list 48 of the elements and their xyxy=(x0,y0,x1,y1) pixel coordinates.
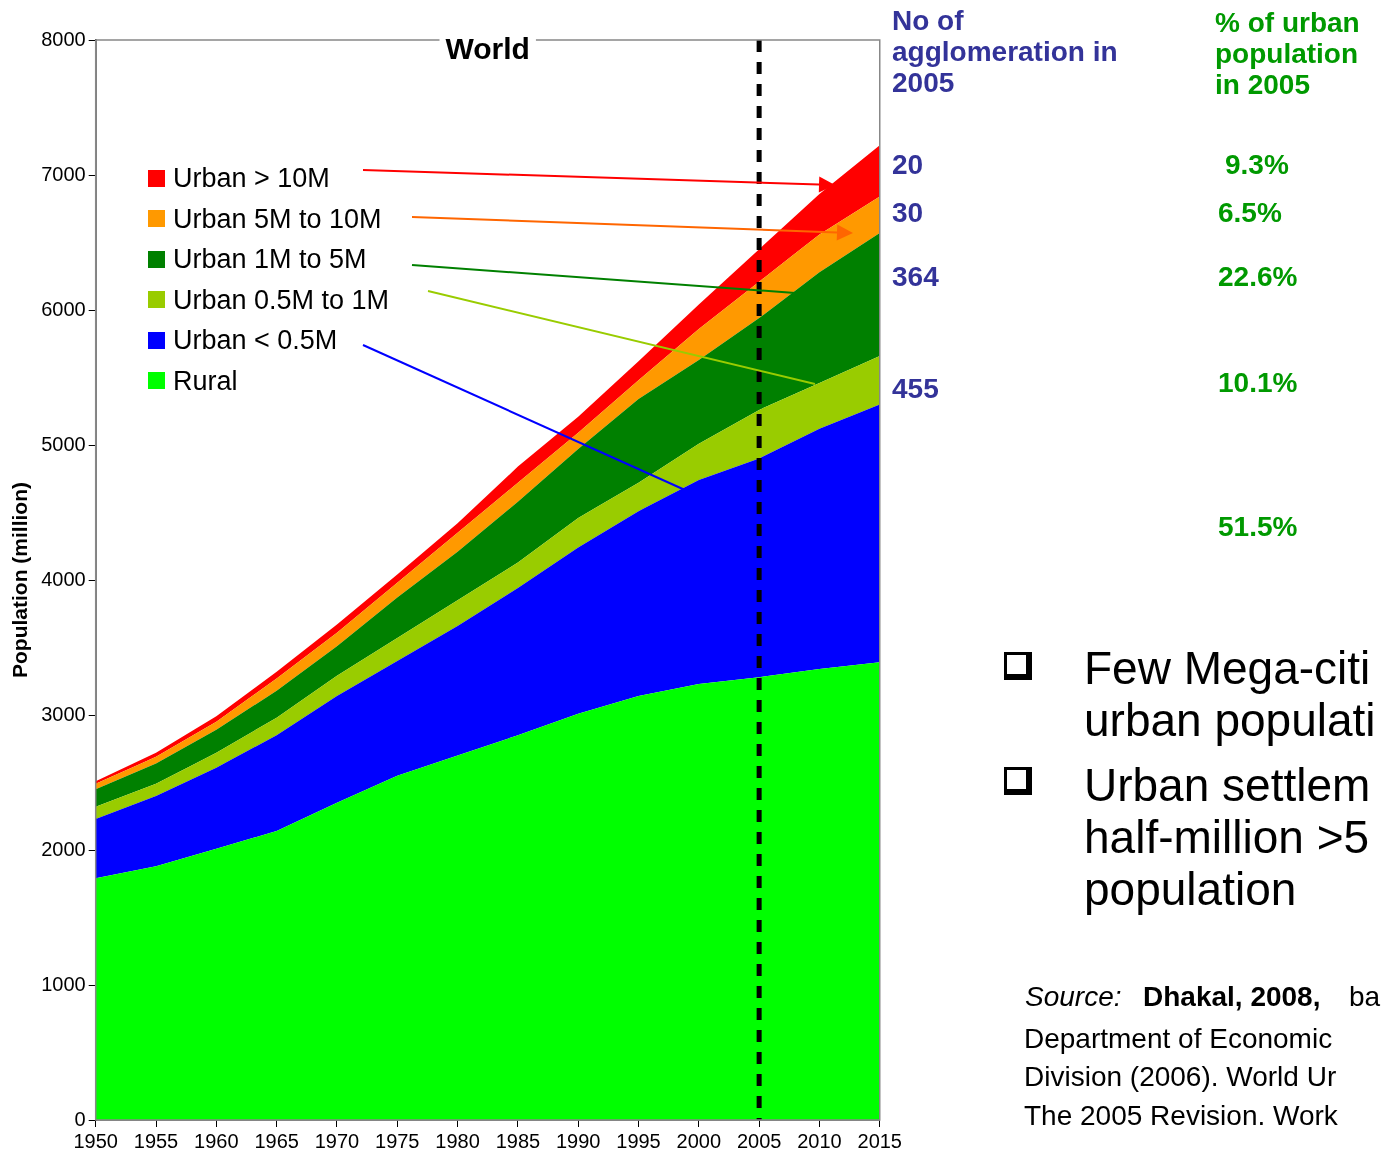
x-tick-label: 1950 xyxy=(73,1129,118,1152)
x-tick-label: 2005 xyxy=(736,1129,782,1152)
text: 20 xyxy=(892,149,924,181)
y-tick-label: 7000 xyxy=(41,162,86,185)
text: Few Mega-citi urban populati xyxy=(1084,642,1376,747)
y-tick-label: 4000 xyxy=(41,567,86,590)
x-tick-label: 1980 xyxy=(435,1129,480,1152)
text: 9.3% xyxy=(1225,149,1289,181)
x-tick-label: 1975 xyxy=(375,1129,420,1152)
text: ba xyxy=(1349,981,1381,1013)
legend-label: Urban < 0.5M xyxy=(173,324,338,357)
text: % of urban population in 2005 xyxy=(1215,7,1361,101)
legend-label: Rural xyxy=(173,364,238,398)
y-axis-title: Population (million) xyxy=(8,482,32,678)
legend-label: Urban 5M to 10M xyxy=(173,202,382,236)
x-tick-label: 1955 xyxy=(133,1129,179,1152)
y-tick-label: 2000 xyxy=(41,837,86,860)
text: Department of Economic Division (2006). World Ur The 2005 Revision. Work xyxy=(1024,1022,1338,1133)
y-tick-label: 5000 xyxy=(41,432,86,455)
x-tick-label: 1995 xyxy=(616,1129,661,1152)
legend-label: Urban 0.5M to 1M xyxy=(173,283,390,317)
y-tick-label: 6000 xyxy=(41,297,86,320)
x-tick-label: 1990 xyxy=(555,1129,601,1152)
x-tick-label: 2000 xyxy=(676,1129,722,1152)
text: 10.1% xyxy=(1218,367,1298,399)
text: 22.6% xyxy=(1218,261,1298,293)
x-tick-label: 1960 xyxy=(194,1129,239,1152)
text: No of agglomeration in 2005 xyxy=(892,5,1119,99)
text: 455 xyxy=(892,373,939,405)
legend-label: Urban > 10M xyxy=(173,162,330,195)
chart-title: World xyxy=(445,32,530,66)
text: Urban settlem half-million >5 population xyxy=(1084,759,1371,916)
text: Dhakal, 2008, xyxy=(1143,981,1321,1013)
y-tick-label: 0 xyxy=(74,1107,86,1130)
x-tick-label: 2010 xyxy=(797,1129,842,1152)
legend-label: Urban 1M to 5M xyxy=(173,243,367,276)
y-tick-label: 1000 xyxy=(41,972,86,995)
text: 6.5% xyxy=(1218,197,1282,229)
x-tick-label: 1985 xyxy=(495,1129,541,1152)
source-note: Source: xyxy=(1025,981,1122,1013)
x-tick-label: 1970 xyxy=(314,1129,360,1152)
x-tick-label: 2015 xyxy=(857,1129,902,1152)
y-tick-label: 8000 xyxy=(41,27,86,50)
text: 364 xyxy=(892,261,939,293)
x-tick-label: 1965 xyxy=(254,1129,299,1152)
text: 51.5% xyxy=(1218,511,1298,543)
y-tick-label: 3000 xyxy=(41,702,86,725)
text: 30 xyxy=(892,197,924,229)
